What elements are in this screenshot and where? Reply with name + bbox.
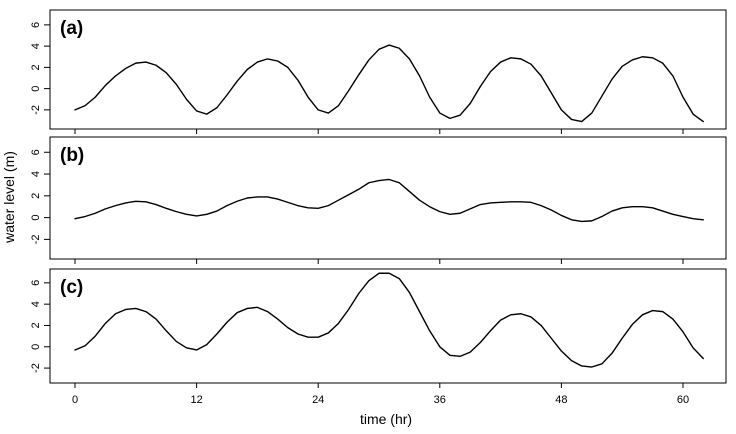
y-tick-label: 0 — [30, 344, 42, 350]
x-tick-label: 48 — [555, 394, 567, 406]
water-level-line — [74, 44, 704, 123]
y-tick-label: -2 — [30, 235, 42, 245]
x-tick-label: 36 — [434, 394, 446, 406]
y-tick-label: 0 — [30, 86, 42, 92]
x-tick-label: 12 — [190, 394, 202, 406]
y-tick-label: 2 — [30, 193, 42, 199]
y-tick-label: 4 — [30, 43, 42, 49]
x-tick-label: 24 — [312, 394, 324, 406]
panel-c: -2 0 2 4 6 (c) — [30, 268, 727, 388]
x-axis-label: time (hr) — [360, 411, 412, 427]
y-tick-label: 4 — [30, 171, 42, 177]
y-tick-label: 4 — [30, 301, 42, 307]
panel-label: (c) — [60, 277, 83, 298]
panel-label: (b) — [60, 145, 84, 166]
y-tick-label: 6 — [30, 149, 42, 155]
panel-frame — [49, 9, 727, 130]
x-tick-label: 0 — [72, 394, 78, 406]
y-tick-label: 6 — [30, 22, 42, 28]
panel-b: -2 0 2 4 6 (b) — [30, 136, 727, 264]
y-tick-label: 2 — [30, 64, 42, 70]
y-tick-label: 6 — [30, 280, 42, 286]
y-tick-label: 2 — [30, 322, 42, 328]
y-tick-label: 0 — [30, 215, 42, 221]
water-level-line — [74, 272, 704, 368]
panel-frame — [49, 136, 727, 260]
water-level-line — [74, 178, 704, 223]
y-tick-label: -2 — [30, 363, 42, 373]
panel-frame — [49, 268, 727, 384]
y-tick-label: -2 — [30, 105, 42, 115]
panel-label: (a) — [60, 18, 83, 39]
panel-a: -2 0 2 4 6 (a) — [30, 9, 727, 134]
y-axis-label: water level (m) — [1, 151, 17, 244]
x-tick-label: 60 — [677, 394, 689, 406]
